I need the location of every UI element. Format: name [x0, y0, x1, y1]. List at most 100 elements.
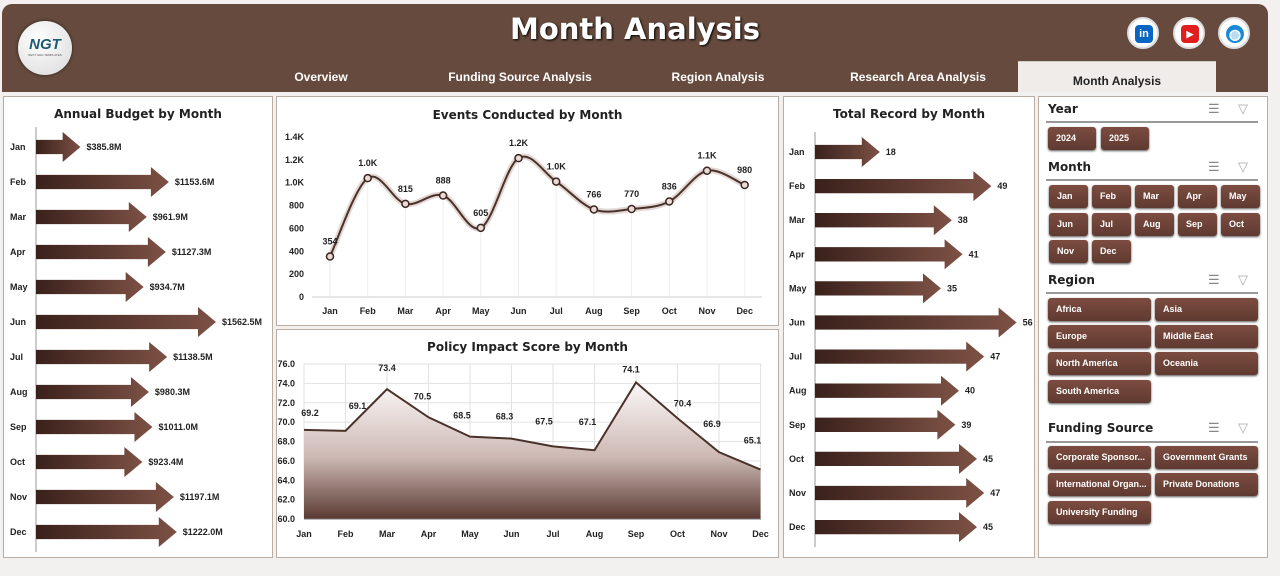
multi-select-icon[interactable]: ☰	[1208, 420, 1220, 435]
data-label: 766	[586, 189, 601, 199]
x-tick-label: Jun	[503, 529, 519, 539]
tab-funding-source-analysis[interactable]: Funding Source Analysis	[448, 70, 592, 84]
funding-source-slicer-item[interactable]: Government Grants	[1155, 446, 1258, 469]
tab-research-area-analysis[interactable]: Research Area Analysis	[850, 70, 986, 84]
x-tick-label: May	[472, 306, 490, 316]
region-slicer-item[interactable]: North America	[1048, 352, 1151, 375]
category-label: Sep	[789, 420, 806, 430]
logo: NGT NEXT GEN TEMPLATES	[18, 21, 72, 75]
data-label: $980.3M	[155, 387, 190, 397]
data-point	[740, 180, 749, 190]
data-label: 66.9	[703, 419, 721, 429]
funding-source-slicer-title: Funding Source	[1048, 421, 1154, 435]
y-tick-label: 76.0	[277, 359, 295, 369]
data-label: 70.4	[674, 398, 692, 408]
funding-source-slicer-item[interactable]: Corporate Sponsor...	[1048, 446, 1151, 469]
data-label: 1.0K	[358, 158, 378, 168]
category-label: Apr	[10, 247, 26, 257]
data-label: 45	[983, 454, 993, 464]
month-slicer-item[interactable]: Nov	[1049, 240, 1088, 263]
youtube-button[interactable]: ▶	[1173, 17, 1205, 49]
year-slicer-item[interactable]: 2025	[1101, 127, 1149, 150]
bar-arrow	[36, 237, 166, 267]
website-button[interactable]: ◍	[1218, 17, 1250, 49]
bar-arrow	[36, 447, 143, 477]
month-slicer-item[interactable]: Aug	[1135, 213, 1174, 236]
data-label: 888	[436, 176, 451, 186]
data-label: 70.5	[414, 391, 432, 401]
y-tick-label: 400	[289, 246, 304, 256]
data-label: $1222.0M	[183, 527, 223, 537]
category-label: Jun	[10, 317, 26, 327]
month-slicer-item[interactable]: Dec	[1092, 240, 1131, 263]
data-label: 354	[322, 237, 337, 247]
region-slicer-item[interactable]: Oceania	[1155, 352, 1258, 375]
region-slicer-item[interactable]: Europe	[1048, 325, 1151, 348]
y-tick-label: 0	[299, 292, 304, 302]
month-slicer-item[interactable]: Jan	[1049, 185, 1088, 208]
region-slicer-item[interactable]: Africa	[1048, 298, 1151, 321]
category-label: Jan	[789, 147, 805, 157]
divider	[1046, 441, 1258, 443]
month-slicer-item[interactable]: Mar	[1135, 185, 1174, 208]
month-slicer-item[interactable]: Sep	[1178, 213, 1217, 236]
data-label: 770	[624, 189, 639, 199]
month-slicer-item[interactable]: Jun	[1049, 213, 1088, 236]
funding-source-slicer-item[interactable]: University Funding	[1048, 501, 1151, 524]
y-tick-label: 66.0	[277, 456, 295, 466]
data-point	[627, 204, 636, 214]
data-label: 67.1	[579, 417, 597, 427]
data-label: $961.9M	[153, 212, 188, 222]
funding-source-slicer-item[interactable]: Private Donations	[1155, 473, 1258, 496]
y-tick-label: 1.2K	[285, 155, 305, 165]
month-slicer-item[interactable]: Oct	[1221, 213, 1260, 236]
tab-month-analysis[interactable]: Month Analysis	[1018, 61, 1216, 92]
x-tick-label: Mar	[397, 306, 414, 316]
bar-arrow	[36, 132, 81, 162]
events-panel: Events Conducted by Month	[276, 96, 779, 326]
data-label: 68.5	[453, 411, 471, 421]
region-slicer-item[interactable]: Middle East	[1155, 325, 1258, 348]
multi-select-icon[interactable]: ☰	[1208, 101, 1220, 116]
data-label: $1011.0M	[158, 422, 198, 432]
data-label: 49	[997, 181, 1007, 191]
region-slicer-item[interactable]: South America	[1048, 380, 1151, 403]
tab-region-analysis[interactable]: Region Analysis	[671, 70, 765, 84]
divider	[1046, 292, 1258, 294]
data-label: 41	[969, 249, 979, 259]
month-slicer-item[interactable]: Feb	[1092, 185, 1131, 208]
data-point	[325, 252, 335, 261]
funding-source-slicer-item[interactable]: International Organ...	[1048, 473, 1151, 496]
bar-arrow	[36, 482, 174, 512]
region-slicer-item[interactable]: Asia	[1155, 298, 1258, 321]
month-slicer-item[interactable]: Jul	[1092, 213, 1131, 236]
clear-filter-icon[interactable]: ▽	[1238, 272, 1248, 287]
category-label: Aug	[789, 386, 807, 396]
data-label: 73.4	[378, 363, 396, 373]
category-label: Mar	[789, 215, 806, 225]
category-label: Dec	[10, 527, 27, 537]
month-slicer-item[interactable]: Apr	[1178, 185, 1217, 208]
multi-select-icon[interactable]: ☰	[1208, 272, 1220, 287]
year-slicer-item[interactable]: 2024	[1048, 127, 1096, 150]
data-label: 40	[965, 386, 975, 396]
bar-arrow	[36, 307, 216, 337]
month-slicer-item[interactable]: May	[1221, 185, 1260, 208]
category-label: Aug	[10, 387, 28, 397]
clear-filter-icon[interactable]: ▽	[1238, 420, 1248, 435]
series-line	[303, 380, 761, 471]
x-tick-label: Mar	[379, 529, 396, 539]
y-tick-label: 74.0	[277, 378, 295, 388]
data-label: $1562.5M	[222, 317, 262, 327]
category-label: Mar	[10, 212, 27, 222]
y-tick-label: 600	[289, 223, 304, 233]
clear-filter-icon[interactable]: ▽	[1238, 159, 1248, 174]
region-slicer-title: Region	[1048, 273, 1095, 287]
linkedin-button[interactable]: in	[1127, 17, 1159, 49]
tab-overview[interactable]: Overview	[294, 70, 348, 84]
data-point	[514, 153, 523, 163]
multi-select-icon[interactable]: ☰	[1208, 159, 1220, 174]
bar-arrow	[815, 205, 952, 236]
category-label: Dec	[789, 522, 806, 532]
clear-filter-icon[interactable]: ▽	[1238, 101, 1248, 116]
